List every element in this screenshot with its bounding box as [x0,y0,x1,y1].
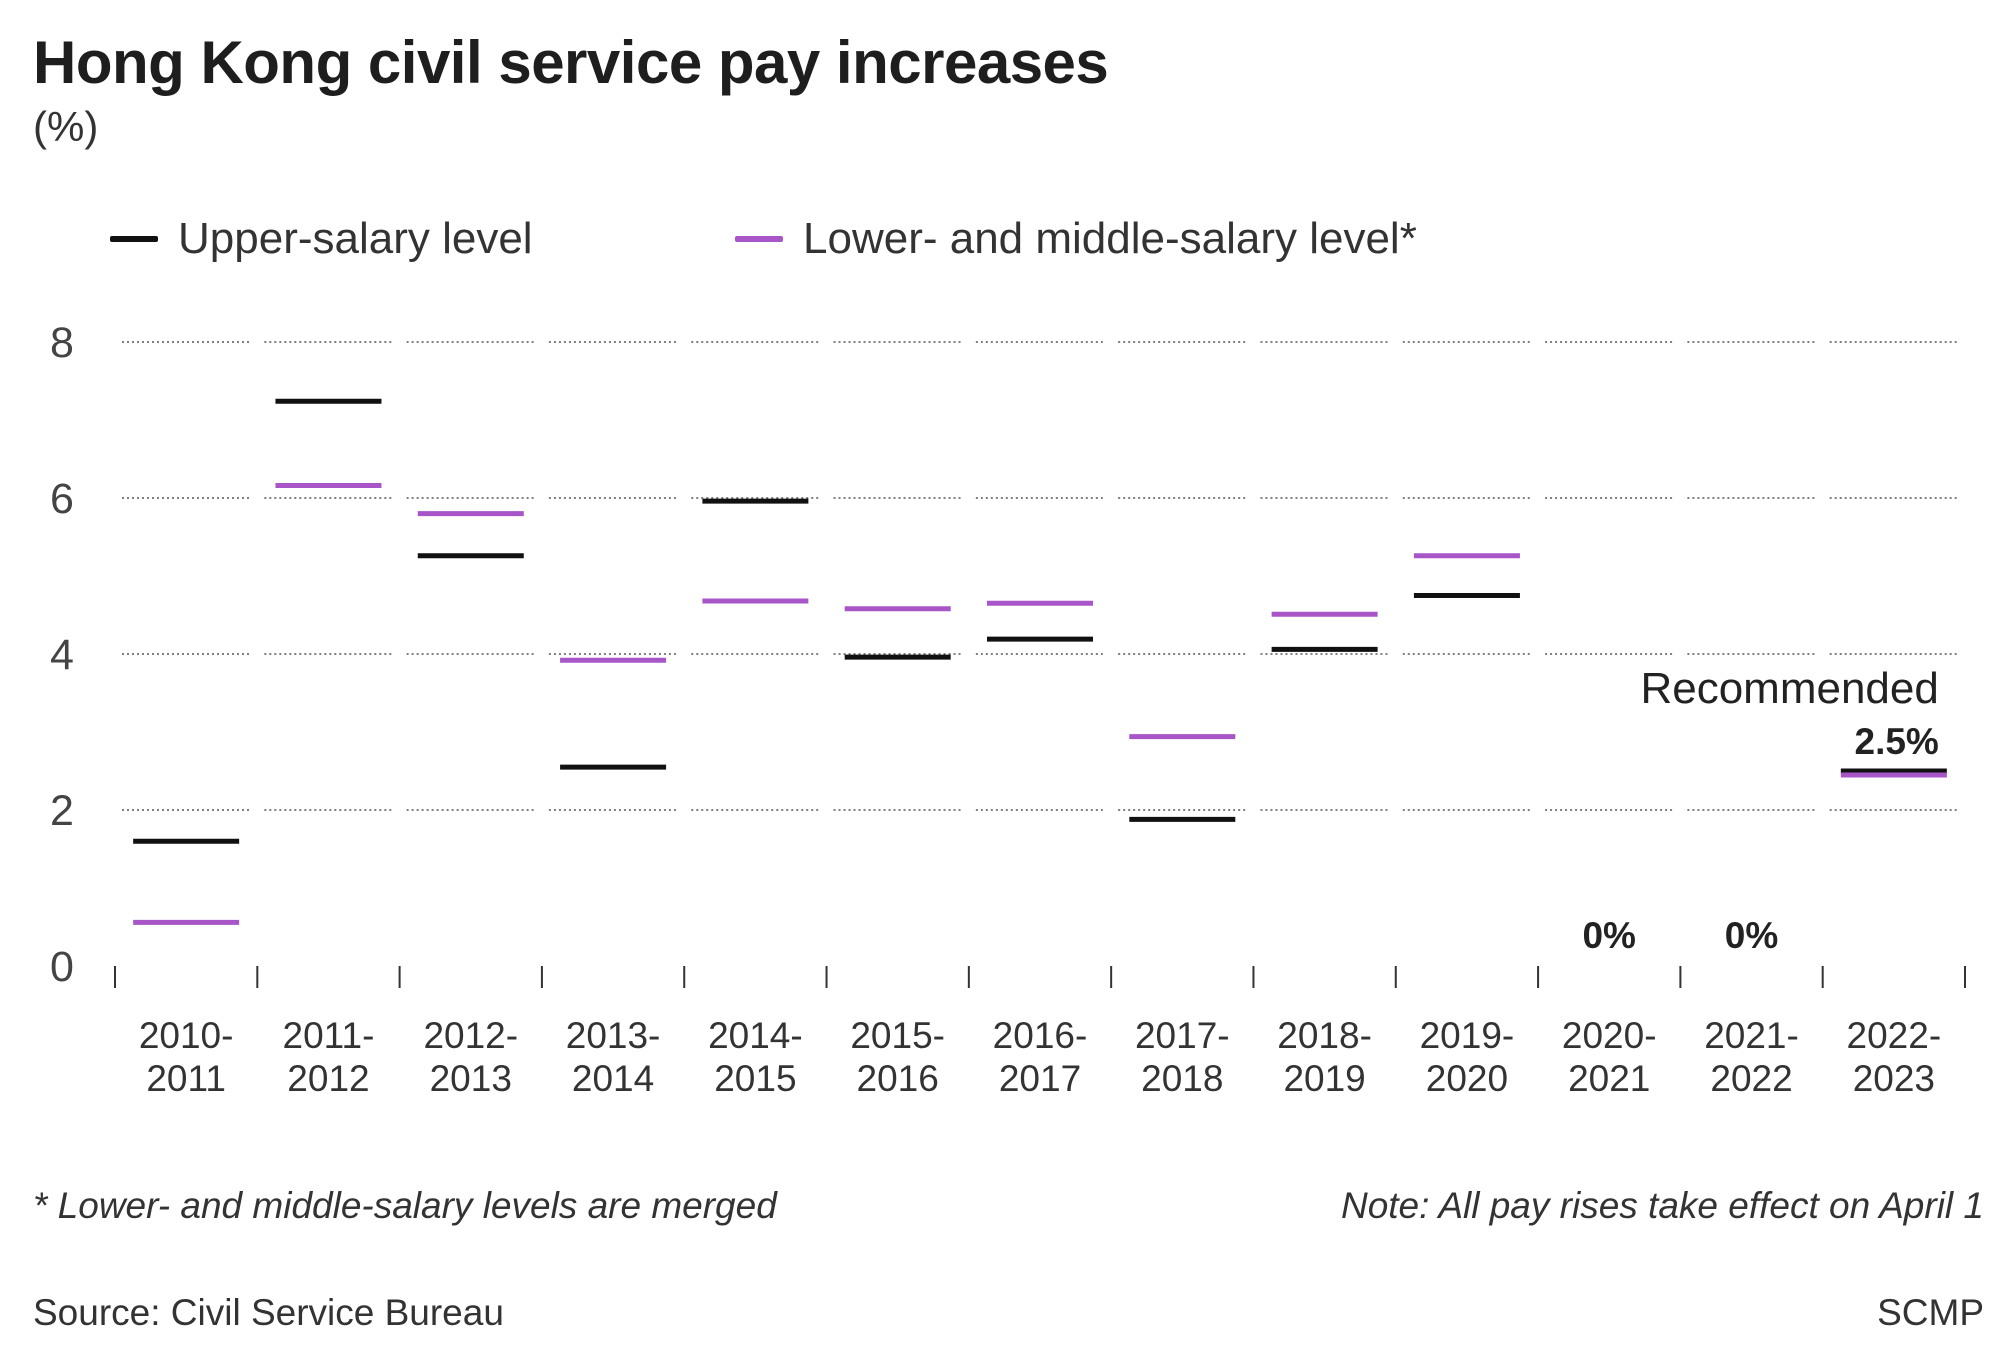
x-category-label: 2016-2017 [993,1015,1088,1099]
chart-title: Hong Kong civil service pay increases [33,29,1109,96]
x-category-label: 2013-2014 [566,1015,661,1099]
x-category-label-line: 2016- [993,1015,1088,1056]
x-category-label-line: 2012 [287,1058,369,1099]
footnote-merged-levels: * Lower- and middle-salary levels are me… [33,1185,777,1226]
x-category-label-line: 2014 [572,1058,654,1099]
recommended-label: Recommended [1640,664,1938,713]
x-category-label-line: 2021- [1704,1015,1799,1056]
zero-percent-label: 0% [1725,915,1778,956]
brand-credit: SCMP [1877,1292,1984,1333]
x-category-label-line: 2022- [1847,1015,1942,1056]
legend-label-upper: Upper-salary level [178,214,533,263]
x-category-label-line: 2021 [1568,1058,1650,1099]
x-category-label: 2014-2015 [708,1015,803,1099]
legend-swatch-upper [110,236,158,242]
x-category-label-line: 2014- [708,1015,803,1056]
footnote-effective-date: Note: All pay rises take effect on April… [1340,1185,1984,1226]
legend-label-lower: Lower- and middle-salary level* [803,214,1417,263]
chart-unit-label: (%) [33,103,99,150]
x-category-label: 2010-2011 [139,1015,234,1099]
recommended-value-label: 2.5% [1855,721,1939,762]
x-category-label: 2012-2013 [423,1015,518,1099]
source-credit: Source: Civil Service Bureau [33,1292,504,1333]
x-category-label-line: 2020 [1426,1058,1508,1099]
x-category-label-line: 2011- [283,1015,375,1056]
x-category-label-line: 2019 [1283,1058,1365,1099]
x-category-label-line: 2011 [146,1058,226,1099]
y-tick-label: 2 [50,787,74,835]
zero-percent-label: 0% [1582,915,1635,956]
x-category-label-line: 2020- [1562,1015,1657,1056]
legend-item-upper: Upper-salary level [110,214,533,264]
x-category-label: 2021-2022 [1704,1015,1799,1099]
y-tick-label: 0 [50,943,74,991]
x-category-label: 2017-2018 [1135,1015,1230,1099]
x-category-label: 2020-2021 [1562,1015,1657,1099]
x-category-label-line: 2017 [999,1058,1081,1099]
x-category-label-line: 2010- [139,1015,234,1056]
x-category-label-line: 2022 [1710,1058,1792,1099]
x-category-label-line: 2019- [1420,1015,1515,1056]
y-tick-label: 8 [50,319,74,367]
x-category-label-line: 2016 [857,1058,939,1099]
y-tick-label: 6 [50,475,74,523]
x-category-label: 2011-2012 [283,1015,375,1099]
x-category-label: 2015-2016 [850,1015,945,1099]
x-category-label: 2022-2023 [1847,1015,1942,1099]
x-category-label-line: 2017- [1135,1015,1230,1056]
x-category-label-line: 2013 [430,1058,512,1099]
x-category-label-line: 2013- [566,1015,661,1056]
legend-swatch-lower [735,236,783,242]
x-category-label-line: 2023 [1853,1058,1935,1099]
y-tick-label: 4 [50,631,74,679]
x-category-label: 2018-2019 [1277,1015,1372,1099]
x-category-label-line: 2018- [1277,1015,1372,1056]
x-category-label-line: 2015- [850,1015,945,1056]
x-category-label-line: 2015 [714,1058,796,1099]
legend-item-lower: Lower- and middle-salary level* [735,214,1417,264]
x-category-label-line: 2012- [423,1015,518,1056]
x-category-label: 2019-2020 [1420,1015,1515,1099]
x-category-label-line: 2018 [1141,1058,1223,1099]
